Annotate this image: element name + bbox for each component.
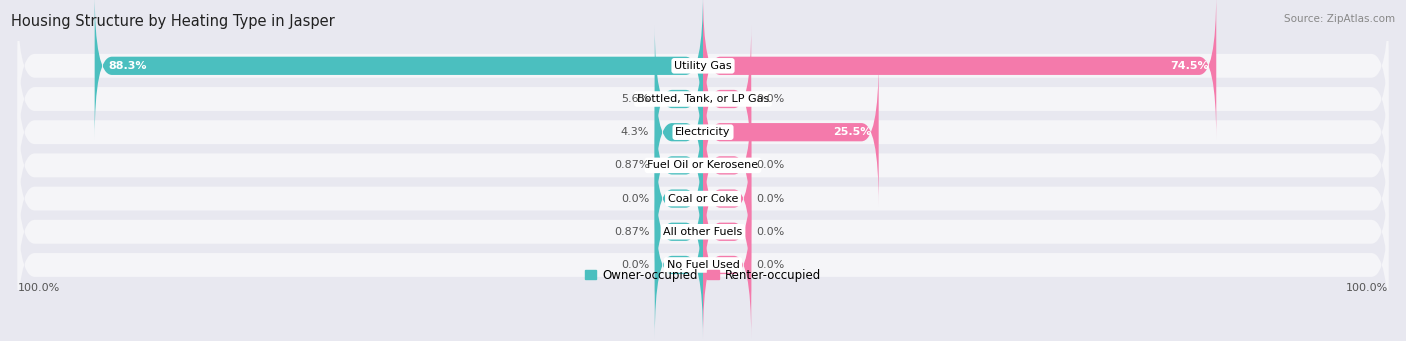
FancyBboxPatch shape: [703, 191, 751, 339]
Text: 4.3%: 4.3%: [621, 127, 650, 137]
FancyBboxPatch shape: [703, 0, 1216, 140]
FancyBboxPatch shape: [655, 91, 703, 239]
Text: 0.0%: 0.0%: [756, 227, 785, 237]
Text: Source: ZipAtlas.com: Source: ZipAtlas.com: [1284, 14, 1395, 24]
Text: 5.6%: 5.6%: [621, 94, 650, 104]
FancyBboxPatch shape: [655, 25, 703, 173]
FancyBboxPatch shape: [655, 125, 703, 272]
Text: Housing Structure by Heating Type in Jasper: Housing Structure by Heating Type in Jas…: [11, 14, 335, 29]
Legend: Owner-occupied, Renter-occupied: Owner-occupied, Renter-occupied: [579, 264, 827, 286]
FancyBboxPatch shape: [703, 158, 751, 306]
FancyBboxPatch shape: [703, 58, 879, 206]
Text: 0.0%: 0.0%: [621, 260, 650, 270]
Text: 74.5%: 74.5%: [1171, 61, 1209, 71]
Text: 0.87%: 0.87%: [614, 160, 650, 170]
FancyBboxPatch shape: [17, 161, 1389, 303]
Text: 88.3%: 88.3%: [108, 61, 148, 71]
FancyBboxPatch shape: [703, 125, 751, 272]
FancyBboxPatch shape: [94, 0, 703, 140]
Text: No Fuel Used: No Fuel Used: [666, 260, 740, 270]
Text: Fuel Oil or Kerosene: Fuel Oil or Kerosene: [647, 160, 759, 170]
FancyBboxPatch shape: [17, 0, 1389, 137]
FancyBboxPatch shape: [17, 28, 1389, 170]
FancyBboxPatch shape: [655, 58, 703, 206]
Text: 0.0%: 0.0%: [756, 94, 785, 104]
Text: 0.0%: 0.0%: [621, 194, 650, 204]
FancyBboxPatch shape: [655, 158, 703, 306]
FancyBboxPatch shape: [655, 191, 703, 339]
FancyBboxPatch shape: [17, 128, 1389, 270]
FancyBboxPatch shape: [703, 25, 751, 173]
Text: Utility Gas: Utility Gas: [675, 61, 731, 71]
Text: 100.0%: 100.0%: [17, 283, 59, 293]
FancyBboxPatch shape: [17, 61, 1389, 203]
Text: 0.87%: 0.87%: [614, 227, 650, 237]
FancyBboxPatch shape: [17, 94, 1389, 236]
Text: 25.5%: 25.5%: [834, 127, 872, 137]
Text: 0.0%: 0.0%: [756, 194, 785, 204]
Text: Electricity: Electricity: [675, 127, 731, 137]
Text: 0.0%: 0.0%: [756, 260, 785, 270]
Text: All other Fuels: All other Fuels: [664, 227, 742, 237]
Text: 0.0%: 0.0%: [756, 160, 785, 170]
Text: Bottled, Tank, or LP Gas: Bottled, Tank, or LP Gas: [637, 94, 769, 104]
FancyBboxPatch shape: [17, 194, 1389, 336]
Text: Coal or Coke: Coal or Coke: [668, 194, 738, 204]
Text: 100.0%: 100.0%: [1347, 283, 1389, 293]
FancyBboxPatch shape: [703, 91, 751, 239]
